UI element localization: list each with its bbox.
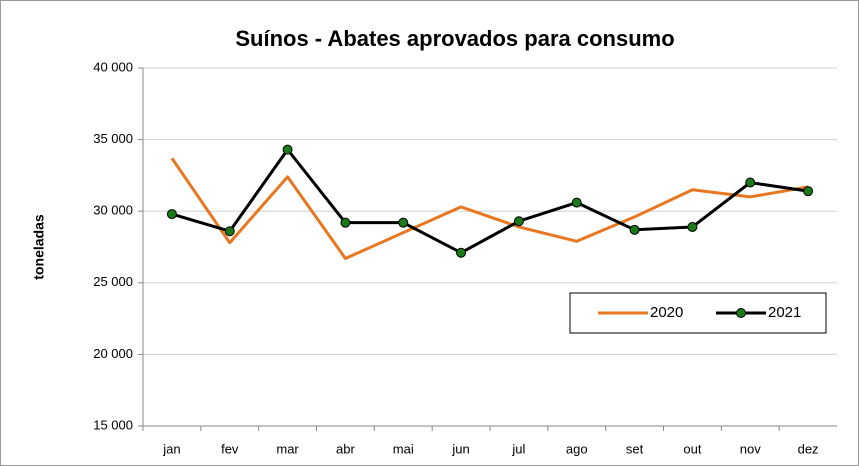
x-tick-label: mai (393, 441, 414, 456)
point (513, 216, 524, 227)
x-tick-label: abr (336, 441, 355, 456)
legend-label: 2021 (768, 304, 801, 321)
point (282, 144, 293, 155)
series-line (171, 148, 809, 255)
x-tick-label: fev (221, 441, 239, 456)
x-tick-label: nov (740, 441, 761, 456)
x-tick-label: set (626, 441, 644, 456)
x-tick-label: dez (798, 441, 819, 456)
series-line (170, 157, 809, 260)
point (629, 224, 640, 235)
legend-label: 2020 (650, 304, 683, 321)
y-axis-label: toneladas (31, 214, 47, 280)
point (340, 217, 351, 228)
legend-marker (736, 308, 746, 318)
y-tick-label: 30 000 (93, 203, 133, 218)
x-tick-label: jan (162, 441, 180, 456)
point (224, 226, 235, 237)
y-tick-label: 35 000 (93, 131, 133, 146)
point (398, 217, 409, 228)
point (571, 197, 582, 208)
y-tick-label: 40 000 (93, 59, 133, 74)
point (803, 186, 814, 197)
x-tick-label: out (683, 441, 701, 456)
x-tick-label: ago (566, 441, 588, 456)
point (745, 177, 756, 188)
chart-title: Suínos - Abates aprovados para consumo (235, 26, 674, 51)
y-tick-label: 25 000 (93, 274, 133, 289)
point (456, 247, 467, 258)
point (687, 221, 698, 232)
x-tick-label: jul (511, 441, 525, 456)
x-tick-label: jun (451, 441, 469, 456)
point (166, 209, 177, 220)
y-tick-label: 20 000 (93, 346, 133, 361)
y-tick-label: 15 000 (93, 417, 133, 432)
x-tick-label: mar (276, 441, 299, 456)
